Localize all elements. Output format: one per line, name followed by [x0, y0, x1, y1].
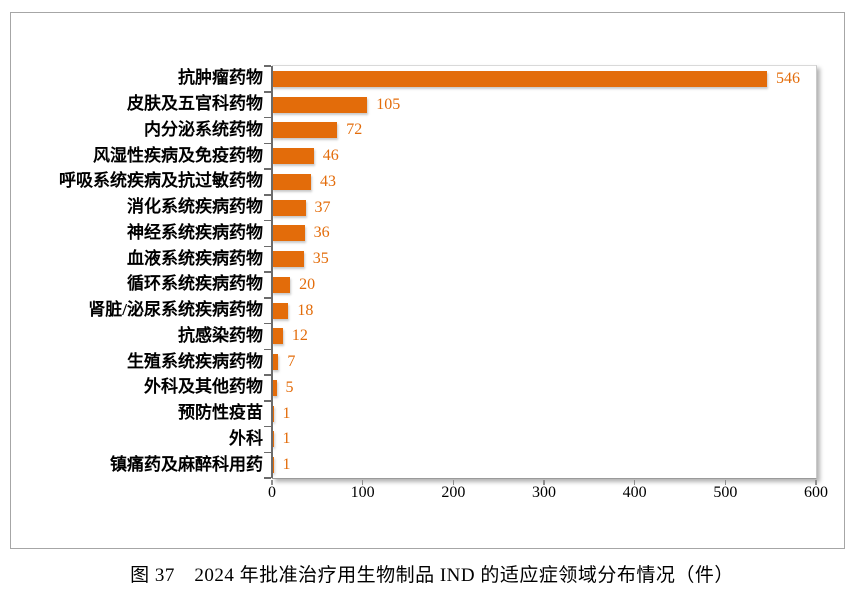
bar-row: 20: [272, 272, 816, 298]
y-axis-tick: [264, 142, 271, 144]
x-axis-tick-label: 100: [350, 484, 375, 501]
bar-value-label: 37: [314, 198, 331, 216]
category-label: 外科及其他药物: [144, 377, 263, 397]
bar: [272, 379, 277, 396]
y-axis-tick: [264, 168, 271, 170]
x-axis-tick: [815, 480, 817, 485]
x-axis-tick-label: 300: [532, 484, 556, 501]
x-axis-tick-labels: 0 100 200 300 400 500 600: [268, 483, 828, 505]
bar-value-label: 1: [282, 430, 291, 448]
plot-area: 546 105 72 46 43 37 36 35 20 18 12 7 5 1 1 1: [264, 65, 817, 485]
bar: [272, 96, 368, 113]
category-label: 内分泌系统药物: [144, 119, 263, 139]
bar-row: 72: [272, 118, 816, 144]
category-label: 镇痛药及麻醉科用药: [110, 454, 263, 474]
category-axis-labels: 抗肿瘤药物皮肤及五官科药物内分泌系统药物风湿性疾病及免疫药物呼吸系统疾病及抗过敏…: [25, 65, 263, 477]
bar-value-label: 546: [776, 69, 801, 87]
y-axis-tick: [264, 477, 271, 479]
bar-value-label: 1: [282, 404, 291, 422]
bar-row: 5: [272, 375, 816, 401]
category-label: 预防性疫苗: [178, 403, 263, 423]
bar-row: 1: [272, 452, 816, 478]
category-label: 神经系统疾病药物: [127, 222, 263, 242]
bar: [272, 173, 311, 190]
y-axis-tick: [264, 271, 271, 273]
bar: [272, 276, 291, 293]
y-axis-tick: [264, 116, 271, 119]
bar-value-label: 18: [297, 301, 314, 319]
bar: [272, 122, 338, 139]
bar-row: 36: [272, 221, 816, 247]
bar: [272, 225, 305, 242]
category-label: 血液系统疾病药物: [127, 248, 263, 268]
y-axis-tick: [264, 65, 271, 67]
y-axis-line: [271, 66, 273, 478]
y-axis-tick: [264, 425, 271, 428]
bar: [272, 148, 314, 165]
bar-value-label: 72: [346, 121, 363, 139]
x-axis-tick: [361, 480, 364, 485]
figure-caption: 图 37 2024 年批准治疗用生物制品 IND 的适应症领域分布情况（件）: [130, 565, 734, 586]
bar: [272, 199, 306, 216]
category-label: 抗肿瘤药物: [178, 68, 263, 88]
y-axis-tick: [264, 374, 271, 376]
category-label: 生殖系统疾病药物: [127, 351, 263, 371]
category-label: 外科: [229, 428, 263, 448]
bar-value-label: 20: [299, 275, 316, 293]
y-axis-tick: [264, 400, 271, 402]
x-axis-tick: [633, 480, 636, 485]
category-label: 风湿性疾病及免疫药物: [93, 145, 263, 165]
bar-row: 105: [272, 92, 816, 118]
x-axis-tick: [724, 480, 727, 485]
bar: [272, 354, 279, 371]
category-label: 消化系统疾病药物: [127, 197, 263, 217]
y-axis-tick: [264, 245, 271, 247]
bar-value-label: 5: [285, 378, 294, 396]
bar: [272, 70, 768, 87]
y-axis-tick: [264, 322, 271, 325]
x-axis-tick: [543, 480, 545, 485]
bar: [272, 302, 289, 319]
x-axis-tick: [452, 480, 455, 485]
y-axis-tick: [264, 451, 271, 453]
bar-value-label: 46: [322, 147, 339, 165]
category-label: 呼吸系统疾病及抗过敏药物: [59, 171, 263, 191]
bar-value-label: 105: [376, 95, 401, 113]
x-axis-tick-label: 600: [804, 484, 828, 501]
bar-value-label: 1: [282, 456, 291, 474]
bar-row: 18: [272, 298, 816, 324]
y-axis-tick: [264, 194, 271, 196]
bar-row: 546: [272, 66, 816, 92]
y-axis-tick: [264, 297, 271, 299]
bar-row: 46: [272, 143, 816, 169]
bar-value-label: 43: [319, 172, 336, 190]
y-axis-tick: [264, 91, 271, 93]
category-label: 皮肤及五官科药物: [127, 94, 263, 114]
bar-value-label: 7: [287, 353, 296, 371]
y-axis-tick: [264, 219, 271, 222]
category-label: 循环系统疾病药物: [127, 274, 263, 294]
bar: [272, 251, 304, 268]
bar-row: 1: [272, 427, 816, 453]
bar-row: 12: [272, 324, 816, 350]
bar-row: 37: [272, 195, 816, 221]
bar-value-label: 35: [312, 250, 329, 268]
x-axis-tick-label: 200: [441, 484, 466, 501]
bar-rows: 546 105 72 46 43 37 36 35 20 18 12 7 5 1 1 1: [272, 66, 816, 478]
bar-value-label: 12: [291, 327, 308, 345]
category-label: 抗感染药物: [178, 325, 263, 345]
category-label: 肾脏/泌尿系统疾病药物: [88, 300, 263, 320]
bar: [272, 328, 283, 345]
x-axis-tick-label: 500: [713, 484, 738, 501]
bar-value-label: 36: [313, 224, 330, 242]
x-axis-tick-label: 400: [622, 484, 647, 501]
y-axis-tick: [264, 348, 271, 350]
x-axis-tick: [271, 480, 273, 485]
bar-row: 43: [272, 169, 816, 195]
bar-row: 1: [272, 401, 816, 427]
bar-row: 7: [272, 349, 816, 375]
bar-row: 35: [272, 246, 816, 272]
x-axis-tick-label: 0: [268, 484, 276, 501]
